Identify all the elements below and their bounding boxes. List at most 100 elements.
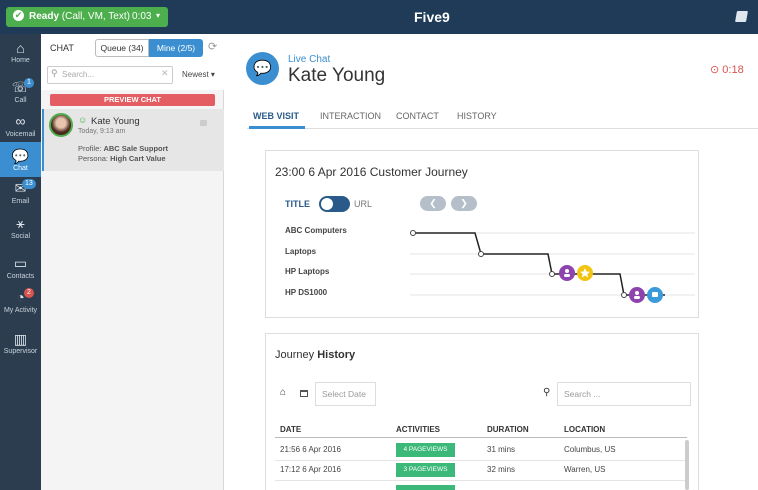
nav-icon[interactable]: ▥ <box>13 331 28 347</box>
table-cell: 32 mins <box>487 465 516 474</box>
icon-glyph <box>564 274 570 277</box>
contact-time: Today, 9:13 am <box>78 128 126 135</box>
icon-glyph <box>635 291 639 295</box>
prev-button[interactable]: ❮ <box>420 196 446 211</box>
nav-icon[interactable]: ⌂ <box>16 40 25 56</box>
icon-glyph <box>652 292 658 297</box>
journey-node <box>621 292 627 298</box>
toggle-right: URL <box>354 199 373 209</box>
nav-label[interactable]: Home <box>11 57 30 64</box>
chat-title: CHAT <box>50 43 74 53</box>
search-placeholder: Search... <box>62 70 95 79</box>
refresh-icon[interactable]: ⟳ <box>208 41 218 53</box>
home-icon[interactable]: ⌂ <box>280 387 287 398</box>
lock-icon <box>200 120 207 126</box>
status-icon: ✔ <box>13 10 24 21</box>
nav-icon[interactable]: 💬 <box>11 148 30 164</box>
customer-name: Kate Young <box>288 65 386 86</box>
tab[interactable]: INTERACTION <box>320 111 382 121</box>
nav-label[interactable]: Supervisor <box>3 348 38 355</box>
chat-card[interactable] <box>42 109 224 171</box>
status-detail: (Call, VM, Text) <box>61 11 130 22</box>
page-label: Laptops <box>285 247 317 256</box>
nav-label[interactable]: Voicemail <box>5 131 36 138</box>
icon-glyph <box>565 269 569 273</box>
clear-icon[interactable]: ✕ <box>161 68 169 78</box>
persona: High Cart Value <box>110 154 166 163</box>
nav-label[interactable]: Chat <box>13 165 28 172</box>
row-line <box>275 460 685 461</box>
nav-icon[interactable]: ✉ <box>14 180 27 196</box>
status-button[interactable] <box>6 7 168 27</box>
search-icon: ⚲ <box>51 68 58 78</box>
tab-mine[interactable]: Mine (2/5) <box>149 39 203 57</box>
status-text: Ready (Call, VM, Text) <box>29 11 130 22</box>
history-title: Journey History <box>275 349 355 361</box>
nav-icon[interactable]: ◔ <box>16 289 25 305</box>
nav-label[interactable]: My Activity <box>3 307 38 314</box>
nav-badge: 2 <box>24 288 34 298</box>
nav-label[interactable]: Email <box>11 198 30 205</box>
timer: ⊙ 0:18 <box>710 64 744 76</box>
tab[interactable]: WEB VISIT <box>253 111 300 121</box>
journey-title: 23:00 6 Apr 2016 Customer Journey <box>275 165 468 179</box>
logo: Five9 <box>414 9 450 25</box>
nav-label[interactable]: Contacts <box>6 273 35 280</box>
nav-icon[interactable]: ∞ <box>15 113 26 129</box>
online-icon: ☺ <box>78 115 88 125</box>
row-lines <box>410 232 695 296</box>
history-search-placeholder: Search ... <box>564 389 601 399</box>
date-placeholder: Select Date <box>322 389 366 399</box>
dropdown-caret: ▾ <box>156 11 161 20</box>
column-header: LOCATION <box>564 425 606 434</box>
chat-search[interactable] <box>47 66 173 84</box>
tab-active-bar <box>249 126 305 129</box>
table-cell: 21:56 6 Apr 2016 <box>280 445 341 454</box>
icon-glyph <box>580 268 590 278</box>
history-title-bold: History <box>317 349 356 361</box>
history-search[interactable] <box>557 382 691 406</box>
column-header: ACTIVITIES <box>396 425 441 434</box>
journey-card <box>265 150 699 318</box>
nav-icon[interactable]: ⚹ <box>16 215 25 231</box>
column-header: DATE <box>280 425 302 434</box>
scrollbar[interactable] <box>685 440 689 490</box>
column-header: DURATION <box>487 425 529 434</box>
status-timer: 0:03 <box>132 11 152 22</box>
journey-node <box>549 271 555 277</box>
toggle-knob <box>321 198 333 210</box>
date-input[interactable] <box>315 382 376 406</box>
nav-icon[interactable]: ▭ <box>13 255 28 271</box>
toggle-left: TITLE <box>285 199 310 209</box>
tab-queue[interactable]: Queue (34) <box>95 39 149 57</box>
page-label: ABC Computers <box>285 226 347 235</box>
nav-badge: 1 <box>24 78 34 88</box>
sort-dropdown[interactable]: Newest ▾ <box>182 70 215 79</box>
history-card <box>265 333 699 490</box>
activity-badge[interactable]: 4 PAGEVIEWS <box>396 443 455 457</box>
tab[interactable]: CONTACT <box>396 111 439 121</box>
page-label: HP Laptops <box>285 267 330 276</box>
nav-active <box>0 142 41 177</box>
preview-banner[interactable]: PREVIEW CHAT <box>50 94 215 106</box>
calendar-icon[interactable] <box>300 390 308 397</box>
status: Ready <box>29 11 60 22</box>
tab[interactable]: HISTORY <box>457 111 497 121</box>
nav-label[interactable]: Call <box>14 97 27 104</box>
journey-node <box>478 251 484 257</box>
next-button[interactable]: ❯ <box>451 196 477 211</box>
nav-badge: 13 <box>22 179 36 189</box>
journey-path <box>413 232 665 296</box>
persona-line: Persona: High Cart Value <box>78 154 166 163</box>
contact-name: Kate Young <box>91 116 140 127</box>
nav-label[interactable]: Social <box>10 233 31 240</box>
row-line <box>275 480 685 481</box>
activity-badge <box>396 485 455 490</box>
table-cell: Columbus, US <box>564 445 616 454</box>
sidebar <box>0 34 41 490</box>
activity-badge[interactable]: 3 PAGEVIEWS <box>396 463 455 477</box>
icon-glyph <box>634 296 640 299</box>
table-cell: 17:12 6 Apr 2016 <box>280 465 341 474</box>
